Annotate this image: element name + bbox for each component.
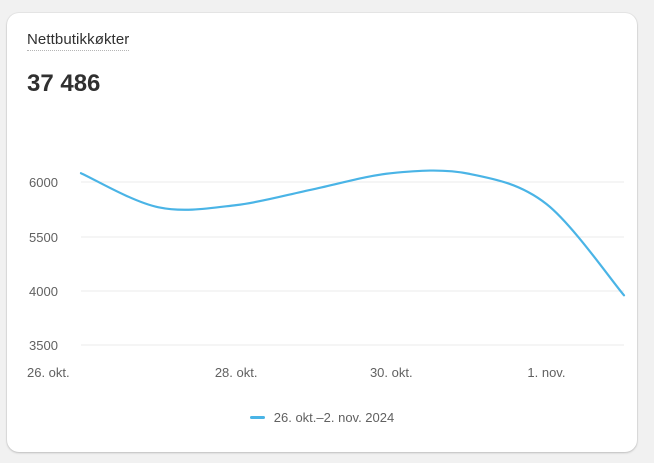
legend-swatch [249,416,265,419]
data-point[interactable] [385,167,397,179]
data-point[interactable] [153,201,165,213]
sessions-card: Nettbutikkøkter 37 486 6000 5500 4000 3500 … [7,13,637,452]
x-tick-label: 30. okt. [370,365,413,380]
chart-legend: 26. okt.–2. nov. 2024 [7,410,637,425]
data-point[interactable] [308,183,320,195]
series-line [79,169,626,297]
data-point[interactable] [463,168,475,180]
y-tick-label: 4000 [29,284,58,299]
x-tick-label: 1. nov. [527,365,565,380]
data-point[interactable] [75,167,87,179]
x-axis-ticks: 26. okt. 28. okt. 30. okt. 1. nov. [27,365,565,380]
card-title[interactable]: Nettbutikkøkter [27,31,130,51]
y-axis-ticks: 6000 5500 4000 3500 [29,175,58,353]
y-tick-label: 5500 [29,230,58,245]
sessions-line-chart: 6000 5500 4000 3500 26. okt. 28. okt. 30. okt… [27,167,630,380]
chart-series [75,167,630,301]
x-tick-label: 26. okt. [27,365,70,380]
legend-label: 26. okt.–2. nov. 2024 [273,410,395,425]
data-point[interactable] [618,289,630,301]
chart-grid [81,181,624,346]
x-tick-label: 28. okt. [215,365,258,380]
y-tick-label: 6000 [29,175,58,190]
data-point[interactable] [230,199,242,211]
data-point[interactable] [540,198,552,210]
y-tick-label: 3500 [29,338,58,353]
total-sessions-value: 37 486 [27,70,101,97]
